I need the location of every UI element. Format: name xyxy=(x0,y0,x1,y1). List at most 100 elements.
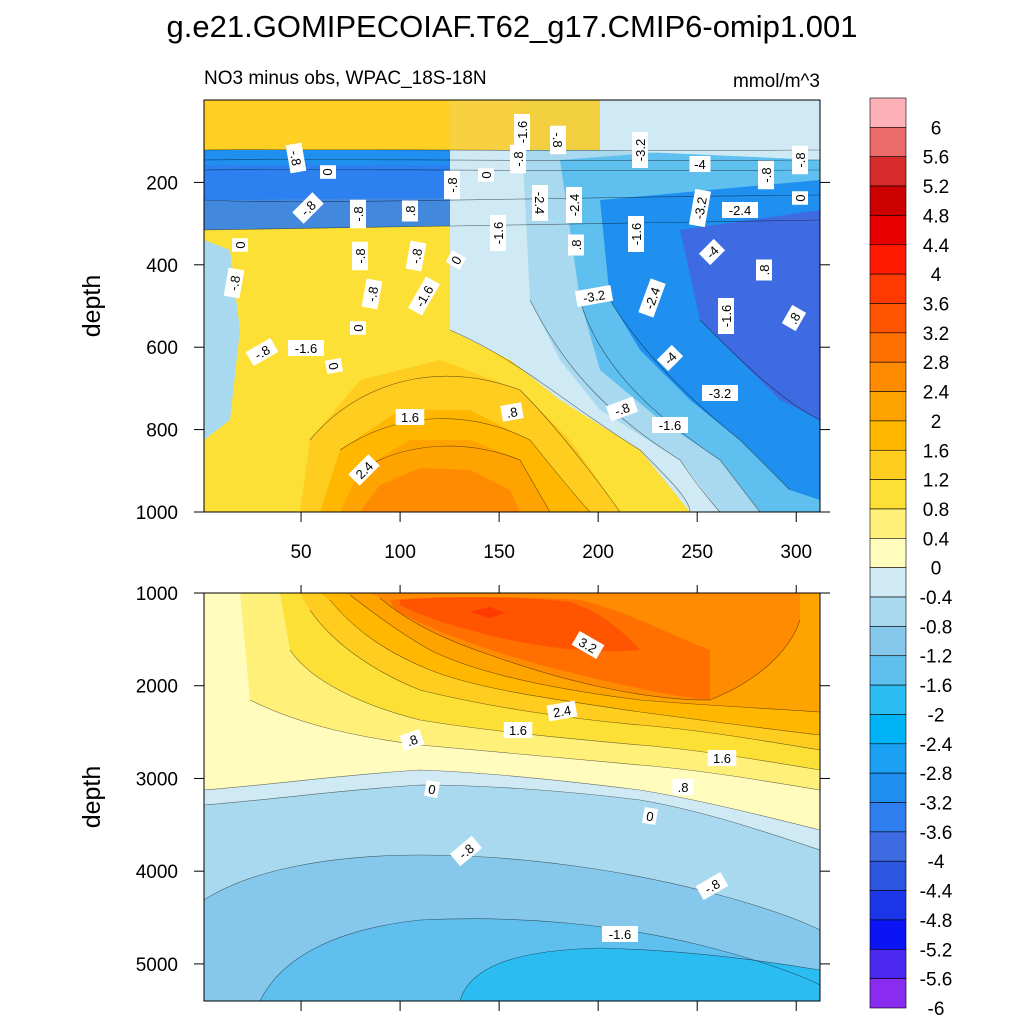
contour-label-text: -1.6 xyxy=(609,927,631,942)
colorbar-swatch xyxy=(869,479,907,510)
colorbar-swatch xyxy=(869,538,907,568)
contour-label-text: -4 xyxy=(694,157,706,172)
contour-label-bg xyxy=(652,417,688,433)
contour-label-bg xyxy=(688,188,712,228)
contour-label-text: -1.6 xyxy=(491,222,506,244)
colorbar-label: 0 xyxy=(931,559,942,580)
contour-label-text: 0 xyxy=(351,324,366,331)
contour-label-text: -.8 xyxy=(550,132,565,147)
contour-label-text: .8 xyxy=(757,265,772,276)
contour-label-bg xyxy=(399,728,425,752)
contour-label-text: -3.2 xyxy=(582,287,607,306)
contour-label-bg xyxy=(718,298,734,334)
colorbar-swatch xyxy=(869,303,907,334)
top-contour-label: 0 xyxy=(320,165,336,179)
top-contour-label: -1.6 xyxy=(628,216,644,252)
colorbar-label: 0.8 xyxy=(923,500,949,521)
contour-label-text: -1.6 xyxy=(629,223,644,245)
contour-label-bg xyxy=(361,278,383,310)
colorbar-swatch xyxy=(869,332,907,363)
contour-label-text: .8 xyxy=(405,732,420,750)
top-contour-label: 0 xyxy=(792,191,808,205)
top-contour-label: -3.2 xyxy=(632,132,648,168)
bottom-panel: 3.22.41.6.81.6.800-.8-.8-1.6 10002000300… xyxy=(78,584,830,1011)
contour-label-bg xyxy=(695,871,729,901)
contour-label-text: -3.2 xyxy=(691,196,710,221)
contour-label-text: 0 xyxy=(320,168,335,175)
contour-label-bg xyxy=(478,168,494,182)
top-x-tick-label: 300 xyxy=(780,542,812,563)
top-contour-label: 0 xyxy=(478,168,494,182)
contour-label-text: -.8 xyxy=(793,152,808,167)
contour-label-text: .8 xyxy=(403,206,418,217)
top-x-ticks: 50 100 150 200 250 300 xyxy=(290,512,812,563)
contour-label-bg xyxy=(532,185,548,221)
colorbar-label: 3.2 xyxy=(923,324,949,345)
colorbar-label: 4.4 xyxy=(923,236,950,257)
colorbar-swatch xyxy=(869,684,907,715)
top-contour-label: -.8 xyxy=(444,170,460,200)
top-x-tick-label: 250 xyxy=(681,542,713,563)
colorbar-label: -0.8 xyxy=(920,617,953,638)
contour-label-text: -3.2 xyxy=(709,386,731,401)
top-contour-label: -3.2 xyxy=(574,284,614,308)
contour-label-text: .8 xyxy=(569,240,584,251)
bottom-y-tick-label: 3000 xyxy=(136,769,178,790)
contour-label-bg xyxy=(550,125,566,155)
colorbar-swatch xyxy=(869,655,907,686)
contour-label-bg xyxy=(698,238,726,266)
top-contour-label: -4 xyxy=(689,156,711,172)
contour-label-bg xyxy=(568,234,584,256)
contour-label-text: -2.4 xyxy=(532,192,547,214)
contour-label-bg xyxy=(792,191,808,205)
top-contour-label: -2.4 xyxy=(638,278,666,318)
top-contour-label: 0 xyxy=(350,321,366,335)
top-y-tick-label: 600 xyxy=(146,338,178,359)
contour-label-text: 0 xyxy=(233,241,248,248)
contour-label-bg xyxy=(689,156,711,172)
colorbar-label: -1.6 xyxy=(920,676,953,697)
contour-label-bg xyxy=(285,142,307,174)
colorbar-label: 2.8 xyxy=(923,353,949,374)
colorbar-swatch xyxy=(869,273,907,304)
top-contour-label: .8 xyxy=(568,234,584,256)
colorbar-label: 0.4 xyxy=(923,529,950,550)
top-region-deep-pos4 xyxy=(360,468,520,512)
contour-label-bg xyxy=(449,835,483,867)
contour-label-text: -1.6 xyxy=(659,418,681,433)
bottom-y-tick-label: 4000 xyxy=(136,862,178,883)
top-contour-label: -.8 xyxy=(350,199,366,229)
top-contour-label: 1.6 xyxy=(395,409,425,425)
colorbar-label: -4 xyxy=(928,852,945,873)
contour-label-bg xyxy=(672,779,694,795)
bottom-contour-label: .8 xyxy=(399,728,425,752)
top-contour-label: .8 xyxy=(402,200,418,222)
contour-label-bg xyxy=(232,238,248,252)
top-contour-label: 0 xyxy=(232,238,248,252)
colorbar-label: -4.8 xyxy=(920,911,953,932)
top-contour-label: -1.6 xyxy=(718,298,734,334)
contour-label-bg xyxy=(444,170,460,200)
colorbar-label: 1.2 xyxy=(923,471,949,492)
chart-title: g.e21.GOMIPECOIAF.T62_g17.CMIP6-omip1.00… xyxy=(167,9,858,44)
contour-label-bg xyxy=(628,216,644,252)
top-y-tick-label: 1000 xyxy=(136,503,178,524)
contour-label-bg xyxy=(405,240,427,272)
colorbar-label: -2.8 xyxy=(920,764,953,785)
colorbar-label: -5.2 xyxy=(920,940,953,961)
bottom-y-tick-label: 2000 xyxy=(136,677,178,698)
colorbar-label: 2.4 xyxy=(923,383,950,404)
top-contour-label: -.8 xyxy=(758,160,774,190)
top-contour-label: .8 xyxy=(756,259,772,281)
top-region-neg-east5 xyxy=(680,210,820,420)
bottom-contour-label: -.8 xyxy=(695,871,729,901)
contour-label-bg xyxy=(320,165,336,179)
contour-label-text: -1.6 xyxy=(295,341,317,356)
contour-label-text: -2.4 xyxy=(642,285,664,311)
colorbar-label: -5.6 xyxy=(920,970,953,991)
bottom-contour-label: 1.6 xyxy=(503,722,533,738)
top-contour-label: -1.6 xyxy=(408,276,440,316)
contour-label-text: 2.4 xyxy=(552,703,572,721)
contour-label-bg xyxy=(500,402,524,422)
